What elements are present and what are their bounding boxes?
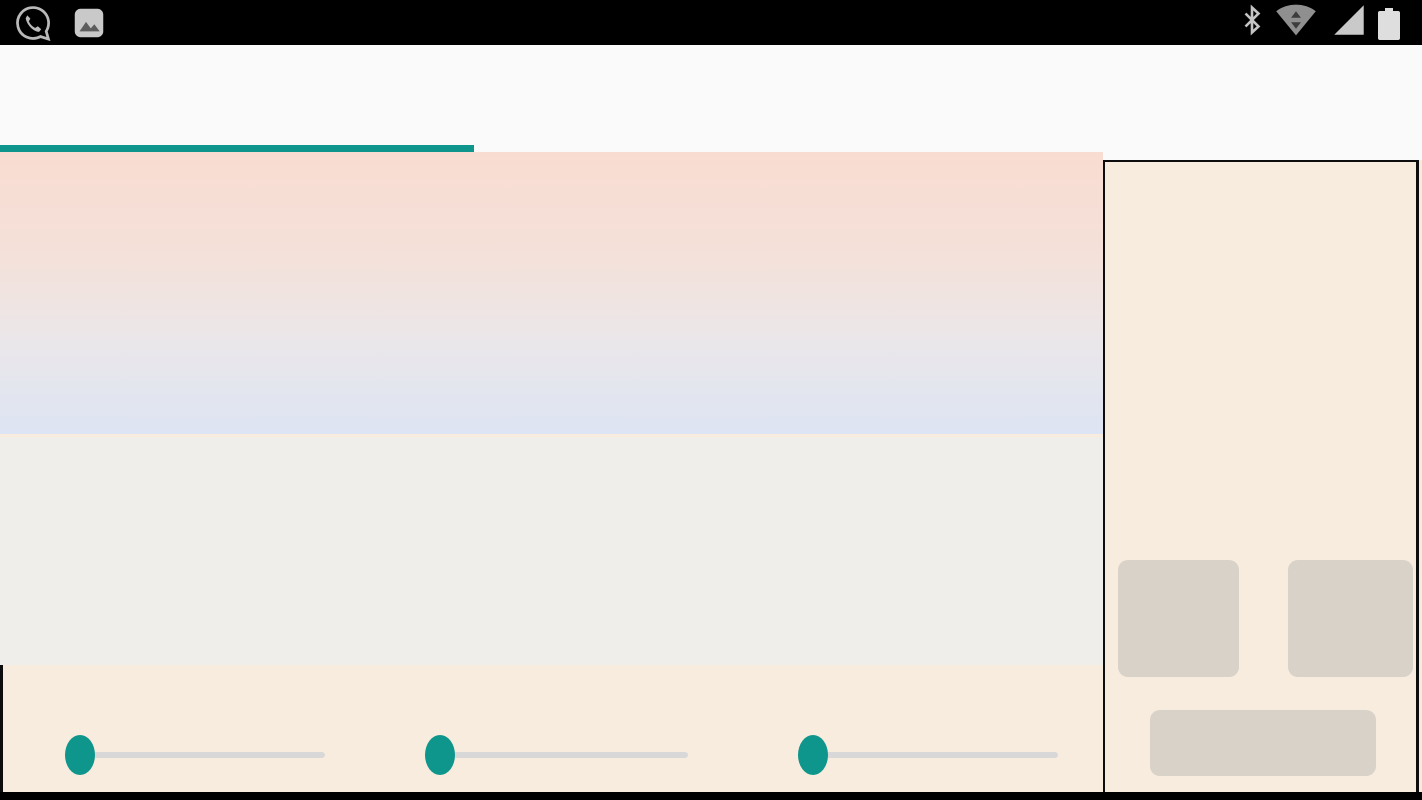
gallery-icon (70, 4, 108, 47)
main-content (0, 152, 1422, 792)
slider-thumb[interactable] (798, 735, 828, 775)
s-chart-svg (0, 437, 1103, 665)
controls-panel (0, 665, 1103, 792)
xbar-chart-region (0, 152, 1103, 434)
tab-arl-simulation[interactable] (0, 45, 474, 152)
active-tab-indicator (0, 145, 474, 152)
battery-icon (1376, 5, 1402, 41)
sigma-shift-slider[interactable] (798, 733, 1058, 777)
slider-track (798, 752, 1058, 758)
signal-icon (1332, 3, 1366, 42)
xbar-chart-svg (0, 152, 1103, 434)
slider-track (425, 752, 688, 758)
tab-phase-i-simulation[interactable] (474, 45, 948, 152)
tab-settings[interactable] (948, 45, 1422, 152)
panel-top-gap (1103, 152, 1422, 160)
wifi-icon (1274, 2, 1318, 43)
slider-thumb[interactable] (65, 735, 95, 775)
mean-shift-slider[interactable] (425, 733, 688, 777)
s-chart-region (0, 437, 1103, 665)
status-bar (0, 0, 1422, 45)
bluetooth-icon (1240, 3, 1264, 42)
tab-bar (0, 45, 1422, 152)
stop-button[interactable] (1118, 560, 1239, 677)
info-panel (1103, 160, 1419, 792)
slider-thumb[interactable] (425, 735, 455, 775)
system-status-icons (1240, 0, 1412, 45)
slider-track (65, 752, 325, 758)
whatsapp-icon (14, 4, 52, 47)
speed-slider[interactable] (65, 733, 325, 777)
notification-icons (14, 4, 108, 47)
no-shift-button[interactable] (1150, 710, 1376, 776)
reset-button[interactable] (1288, 560, 1413, 677)
